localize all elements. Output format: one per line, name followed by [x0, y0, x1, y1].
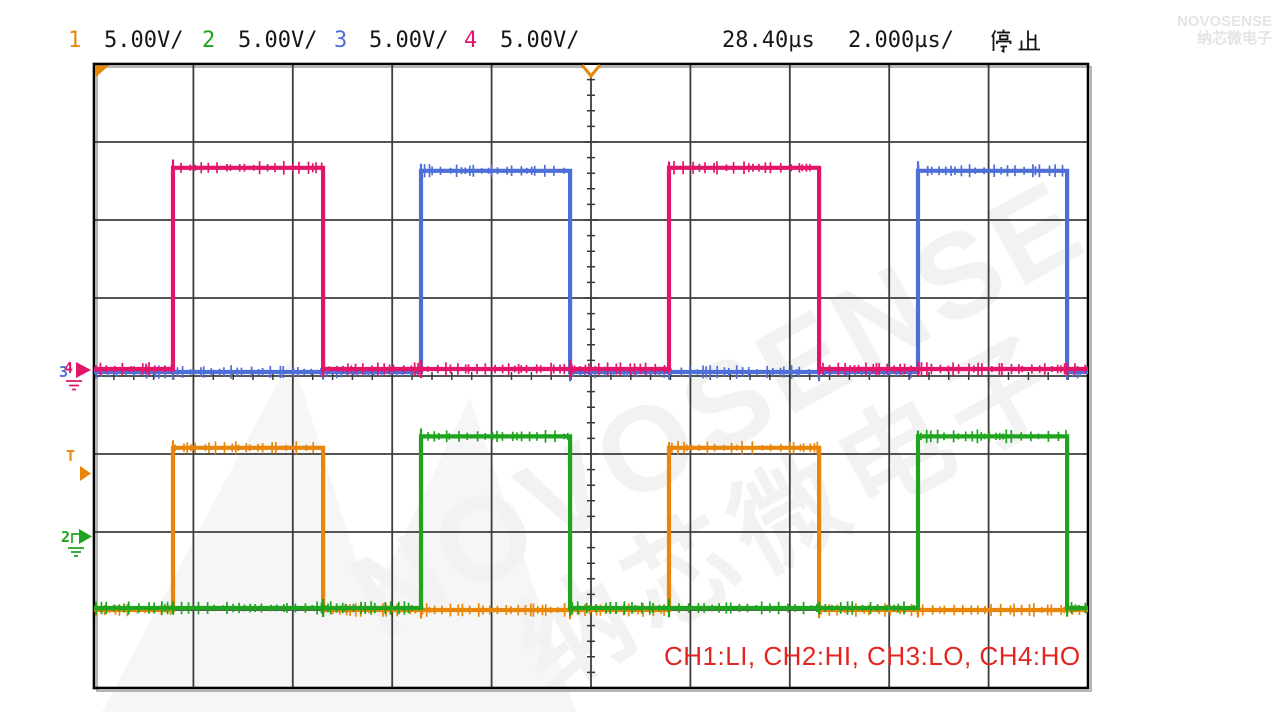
ch4-number: 4: [464, 28, 478, 53]
corner-watermark: NOVOSENSE 纳芯微电子: [1177, 13, 1272, 47]
delay-reference-wedge-icon: [95, 65, 109, 78]
timebase-readout: 2.000µs/: [848, 28, 954, 53]
ch1-scale: 5.00V/: [104, 28, 184, 53]
ch2-position-arrow-icon: [79, 529, 92, 544]
ch4-position-arrow-icon: [76, 362, 91, 378]
trace-CH2-noise: [95, 429, 1087, 615]
corner-watermark-cjk: 纳芯微电子: [1196, 30, 1272, 47]
screen-markers: [95, 64, 602, 79]
ch4-marker-label: 4: [64, 359, 73, 377]
marker-ch2: 2: [61, 528, 92, 557]
corner-watermark-brand: NOVOSENSE: [1176, 13, 1272, 30]
ch3-number: 3: [334, 28, 348, 53]
ch1-number: 1: [68, 28, 82, 53]
ch3-scale: 5.00V/: [369, 28, 449, 53]
channel-legend-annotation: CH1:LI, CH2:HI, CH3:LO, CH4:HO: [664, 641, 1081, 671]
trace-CH4: [94, 165, 1088, 372]
trace-CH3: [94, 168, 1088, 375]
trace-CH2-edge-spikes: [171, 428, 1069, 618]
watermark-logo-shape: [102, 356, 404, 712]
marker-trigger-level: T: [66, 447, 91, 481]
ch4-ground-icon: [66, 380, 82, 391]
ch2-ground-icon: [68, 547, 84, 557]
ch2-scale: 5.00V/: [238, 28, 318, 53]
ch2-step-icon: [71, 533, 79, 543]
delay-readout: 28.40µs: [722, 28, 815, 53]
trace-layer: [94, 159, 1088, 620]
trigger-time-marker-icon: [580, 64, 602, 79]
trace-CH4-noise: [95, 160, 1087, 376]
trigger-level-arrow-icon: [80, 466, 91, 481]
ch3-marker-label: 3: [59, 363, 68, 381]
trace-CH1: [94, 445, 1088, 613]
watermark-logo-shape: [318, 398, 576, 712]
trace-CH2: [94, 434, 1088, 611]
run-state-glyph: [991, 29, 1040, 53]
trigger-level-label: T: [66, 447, 75, 465]
marker-ch3-ch4: 3 4: [59, 359, 91, 391]
trace-CH4-edge-spikes: [171, 159, 1069, 379]
ch2-number: 2: [202, 28, 216, 53]
ch4-scale: 5.00V/: [500, 28, 580, 53]
ch2-marker-label: 2: [61, 528, 70, 546]
